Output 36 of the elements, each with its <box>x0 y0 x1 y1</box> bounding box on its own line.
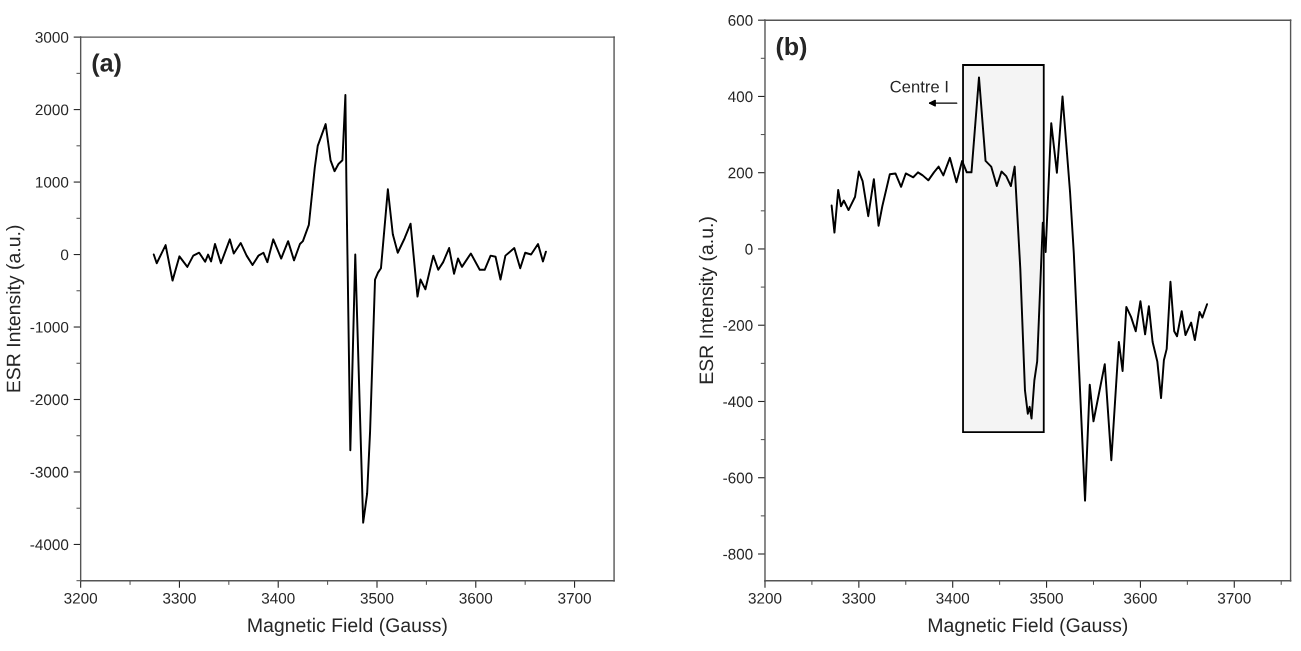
x-tick-label: 3500 <box>360 592 394 604</box>
y-axis-title: ESR Intensity (a.u.) <box>698 217 718 384</box>
x-axis-title: Magnetic Field (Gauss) <box>928 617 1128 636</box>
y-tick-label: -400 <box>723 396 753 408</box>
line-series <box>152 94 547 524</box>
x-tick-label: 3200 <box>748 592 782 604</box>
y-tick-label: -4000 <box>30 539 69 551</box>
annotation: Centre I <box>890 80 948 93</box>
y-tick-label: 400 <box>728 91 753 103</box>
y-tick-label: 0 <box>745 243 753 255</box>
y-axis-title: ESR Intensity (a.u.) <box>6 225 25 392</box>
x-tick-label: 3300 <box>163 592 196 604</box>
x-axis-title: Magnetic Field (Gauss) <box>248 617 447 636</box>
x-tick-label: 3600 <box>459 592 493 604</box>
text: (b) <box>776 37 807 61</box>
y-tick-label: -1000 <box>30 321 69 333</box>
y-tick-label: -2000 <box>30 394 69 406</box>
text: (a) <box>92 53 121 77</box>
x-tick-label: 3400 <box>936 592 970 604</box>
x-tick-label: 3300 <box>842 592 876 604</box>
x-tick-label: 3500 <box>1030 592 1063 604</box>
y-tick-label: 600 <box>728 15 753 26</box>
y-tick-label: -3000 <box>30 466 69 478</box>
x-tick-label: 3700 <box>1217 592 1251 604</box>
y-tick-label: -200 <box>723 320 753 331</box>
y-tick-label: 3000 <box>35 31 69 43</box>
y-tick-label: 0 <box>60 249 69 261</box>
y-tick-label: -800 <box>723 548 753 560</box>
y-tick-label: 200 <box>728 167 753 179</box>
y-tick-label: 1000 <box>36 176 69 188</box>
y-tick-label: -600 <box>723 472 753 484</box>
x-tick-label: 3200 <box>64 592 98 604</box>
x-tick-label: 3700 <box>558 592 591 604</box>
x-tick-label: 3400 <box>261 592 295 604</box>
x-tick-label: 3600 <box>1124 592 1157 604</box>
y-tick-label: 2000 <box>35 104 69 116</box>
